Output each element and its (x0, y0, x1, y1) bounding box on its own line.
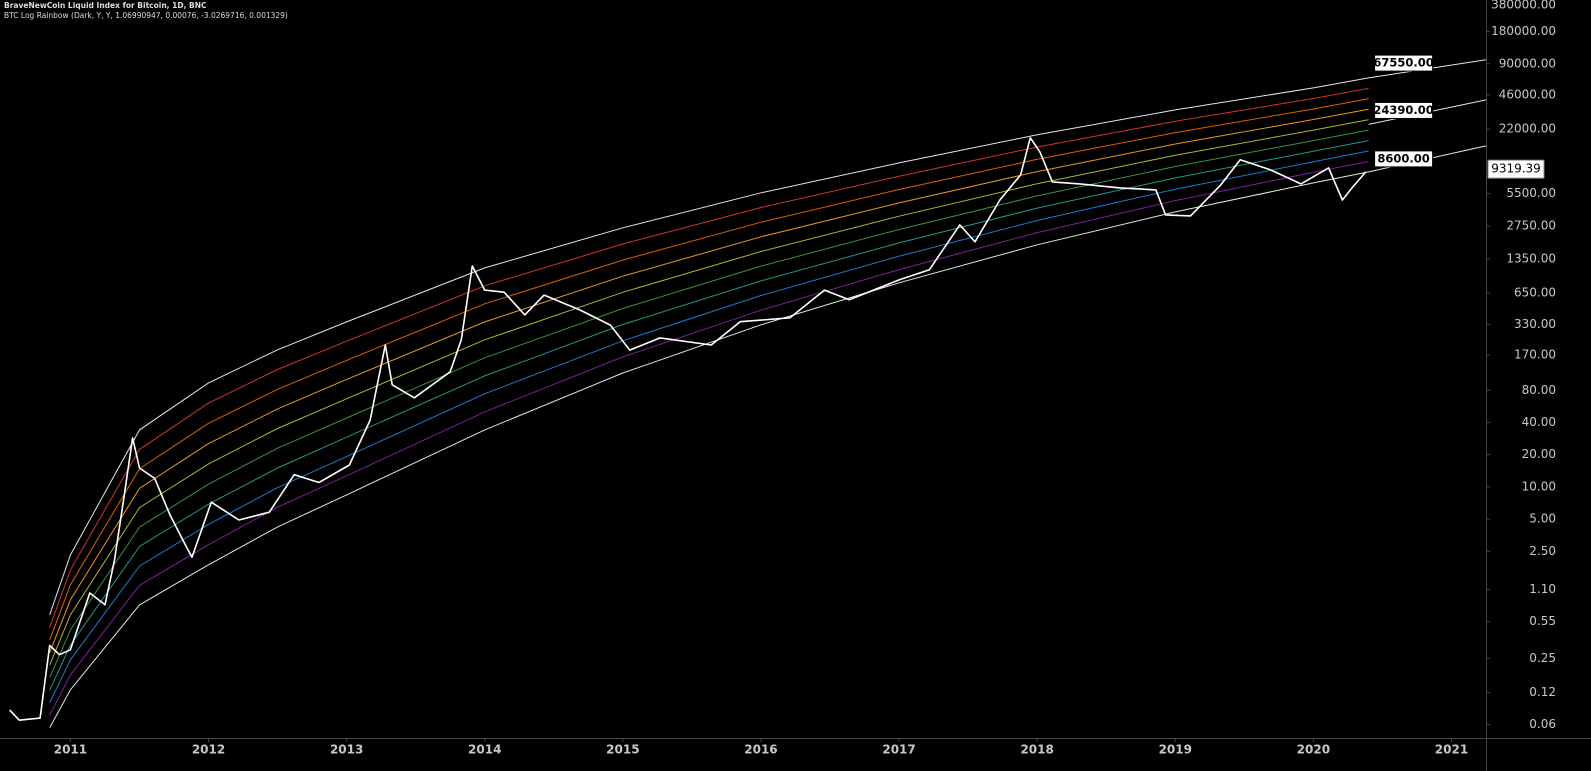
y-tick-label: 650.00 (1514, 285, 1556, 299)
y-tick-label: 46000.00 (1499, 87, 1556, 101)
level-label: 8600.00 (1377, 151, 1429, 165)
y-tick-label: 0.06 (1529, 717, 1556, 731)
y-tick-label: 20.00 (1522, 447, 1556, 461)
rainbow-band (49, 87, 1369, 628)
last-price-box (1487, 159, 1545, 179)
x-tick-label: 2017 (882, 743, 915, 757)
rainbow-band (49, 129, 1369, 678)
price-line (9, 137, 1367, 721)
level-label-box (1374, 54, 1434, 72)
rainbow-band (49, 161, 1369, 716)
rainbow-band (49, 119, 1369, 666)
x-tick-label: 2014 (468, 743, 501, 757)
y-tick-label: 2750.00 (1506, 218, 1556, 232)
y-tick-label: 180000.00 (1491, 24, 1556, 38)
y-tick-label: 90000.00 (1499, 56, 1556, 70)
y-tick-label: 1350.00 (1506, 251, 1556, 265)
y-tick-label: 330.00 (1514, 317, 1556, 331)
x-tick-label: 2016 (744, 743, 777, 757)
level-label-box (1374, 101, 1434, 119)
y-tick-label: 1.10 (1529, 582, 1556, 596)
x-tick-label: 2011 (54, 743, 87, 757)
rainbow-band (49, 98, 1369, 641)
y-tick-label: 170.00 (1514, 348, 1556, 362)
x-tick-label: 2019 (1159, 743, 1192, 757)
y-tick-label: 0.55 (1529, 614, 1556, 628)
last-price-label: 9319.39 (1491, 162, 1541, 176)
y-tick-label: 0.12 (1529, 685, 1556, 699)
x-tick-label: 2020 (1297, 743, 1330, 757)
y-tick-label: 2.50 (1529, 544, 1556, 558)
x-tick-label: 2018 (1020, 743, 1053, 757)
chart-subtitle: BTC Log Rainbow (Dark, Y, Y, 1.06990947,… (4, 11, 288, 20)
y-tick-label: 5.00 (1529, 512, 1556, 526)
x-tick-label: 2021 (1435, 743, 1468, 757)
y-tick-label: 5500.00 (1506, 186, 1556, 200)
x-tick-label: 2012 (192, 743, 225, 757)
chart-title: BraveNewCoin Liquid Index for Bitcoin, 1… (4, 1, 207, 10)
x-tick-label: 2015 (606, 743, 639, 757)
y-tick-label: 22000.00 (1499, 122, 1556, 136)
y-tick-label: 0.25 (1529, 651, 1556, 665)
rainbow-band (49, 140, 1369, 691)
level-label: 67550.00 (1373, 56, 1433, 70)
y-tick-label: 10.00 (1522, 479, 1556, 493)
rainbow-band (49, 145, 1487, 729)
level-label-box (1374, 150, 1434, 168)
rainbow-band (49, 59, 1487, 615)
rainbow-band (49, 150, 1369, 703)
y-tick-label: 40.00 (1522, 415, 1556, 429)
x-tick-label: 2013 (330, 743, 363, 757)
y-tick-label: 80.00 (1522, 383, 1556, 397)
level-label: 24390.00 (1373, 103, 1433, 117)
y-tick-label: 380000.00 (1491, 0, 1556, 12)
